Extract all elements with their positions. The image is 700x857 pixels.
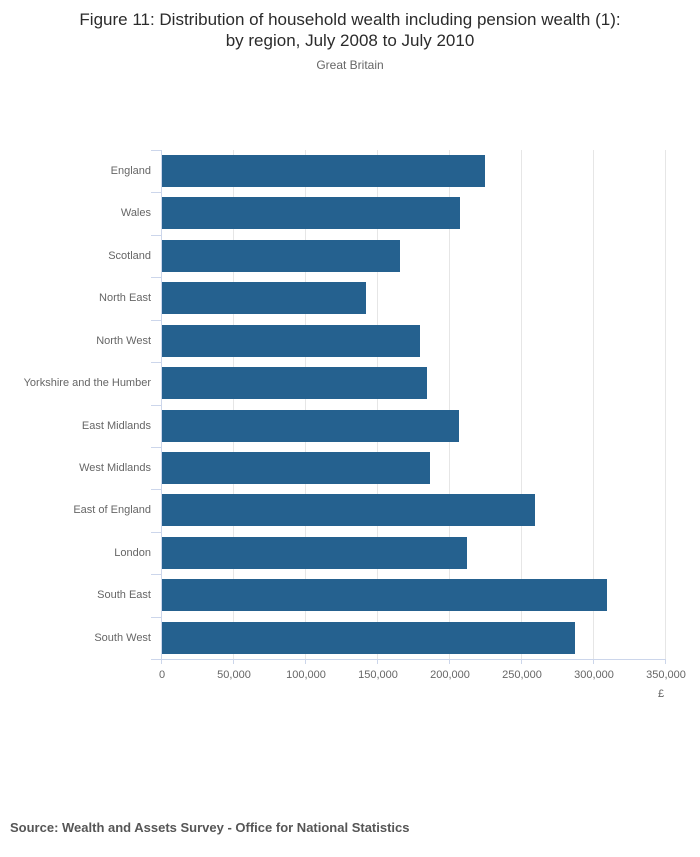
- bar-scotland[interactable]: [162, 239, 400, 272]
- category-label: Scotland: [108, 249, 151, 262]
- x-axis-label: 0: [158, 669, 166, 681]
- x-gridline: [377, 150, 378, 659]
- bar-london[interactable]: [162, 536, 468, 569]
- x-axis-label: 300,000: [574, 669, 614, 681]
- bar-north-east[interactable]: [162, 282, 367, 315]
- category-label: Yorkshire and the Humber: [23, 377, 151, 390]
- x-gridline: [593, 150, 594, 659]
- x-gridline: [305, 150, 306, 659]
- x-axis-tick: [377, 659, 378, 664]
- plot-area: England Wales Scotland North East North West…: [24, 150, 686, 681]
- x-axis-label: 100,000: [286, 669, 326, 681]
- x-axis-tick: [233, 659, 234, 664]
- y-axis-tick: [151, 362, 162, 363]
- x-axis-tick: [593, 659, 594, 664]
- category-label: South East: [97, 589, 151, 602]
- category-label: Wales: [120, 207, 151, 220]
- bar-south-east[interactable]: [162, 579, 607, 612]
- category-label: West Midlands: [79, 461, 151, 474]
- x-gridline: [521, 150, 522, 659]
- bar-yorkshire-and-the-humber[interactable]: [162, 367, 427, 400]
- y-axis-tick: [151, 574, 162, 575]
- y-axis-tick: [151, 320, 162, 321]
- y-axis-tick: [151, 617, 162, 618]
- x-axis-title: £: [657, 688, 665, 700]
- source-note: Source: Wealth and Assets Survey - Offic…: [10, 820, 410, 835]
- y-axis-tick: [151, 277, 162, 278]
- category-label: North West: [96, 334, 151, 347]
- x-axis-tick: [305, 659, 306, 664]
- x-axis-tick: [521, 659, 522, 664]
- y-axis-tick: [151, 405, 162, 406]
- x-gridline: [665, 150, 666, 659]
- y-axis-tick: [151, 659, 162, 660]
- chart-subtitle: Great Britain: [316, 58, 384, 72]
- y-axis-tick: [151, 447, 162, 448]
- x-axis-label: 250,000: [502, 669, 542, 681]
- x-axis-label: 200,000: [430, 669, 470, 681]
- x-axis-label: 350,000: [646, 669, 686, 681]
- category-label: North East: [99, 292, 151, 305]
- category-label: England: [110, 165, 151, 177]
- x-axis-label: 150,000: [358, 669, 398, 681]
- y-axis-tick: [151, 532, 162, 533]
- chart-title-line2: by region, July 2008 to July 2010: [225, 31, 475, 50]
- bar-east-of-england[interactable]: [162, 494, 535, 527]
- chart-title-line1: Figure 11: Distribution of household wea…: [79, 10, 621, 29]
- y-axis-tick: [151, 192, 162, 193]
- bar-south-west[interactable]: [162, 621, 576, 654]
- bar-east-midlands[interactable]: [162, 409, 459, 442]
- x-gridline: [449, 150, 450, 659]
- bar-north-west[interactable]: [162, 324, 420, 357]
- chart-title: Figure 11: Distribution of household wea…: [0, 9, 700, 51]
- x-axis-label: 50,000: [217, 669, 251, 681]
- y-axis-tick: [151, 235, 162, 236]
- x-gridline: [233, 150, 234, 659]
- category-label: East of England: [73, 504, 151, 517]
- x-axis-tick: [665, 659, 666, 664]
- bar-wales[interactable]: [162, 197, 461, 230]
- bar-west-midlands[interactable]: [162, 451, 430, 484]
- x-axis-tick: [161, 659, 162, 664]
- category-label: East Midlands: [81, 419, 151, 432]
- bar-england[interactable]: [162, 155, 485, 187]
- category-label: South West: [94, 631, 151, 644]
- y-axis-tick: [151, 150, 162, 151]
- category-label: London: [114, 546, 151, 559]
- x-axis-tick: [449, 659, 450, 664]
- y-axis-tick: [151, 489, 162, 490]
